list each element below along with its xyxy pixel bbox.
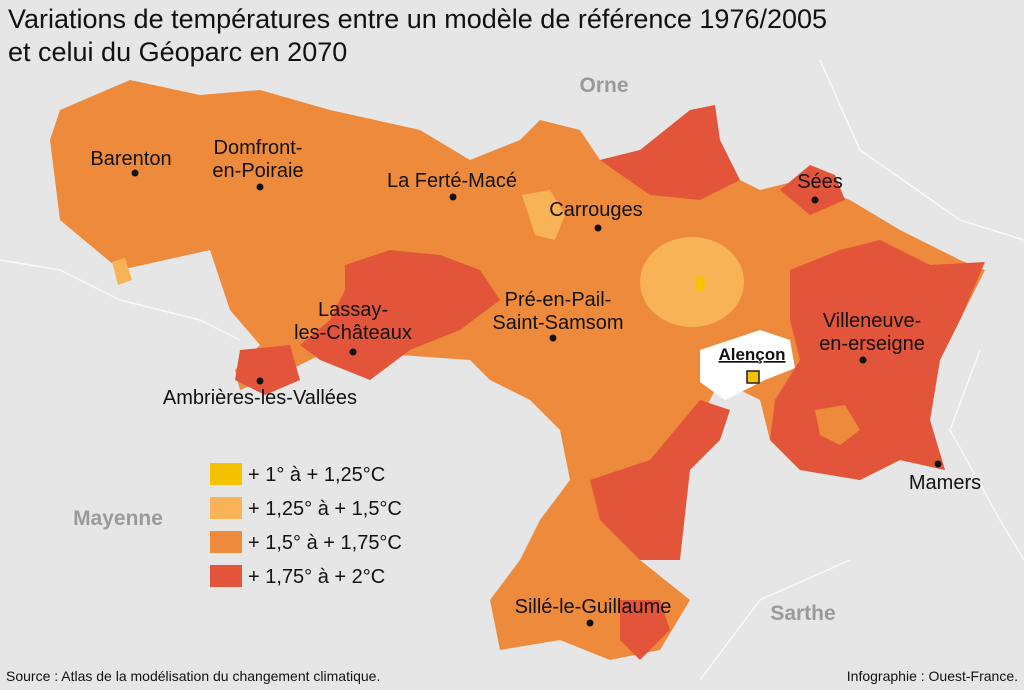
zone — [815, 405, 860, 445]
town-label: Barenton — [90, 148, 171, 170]
town-label: les-Châteaux — [294, 322, 412, 344]
zone — [620, 600, 670, 660]
town-marker — [594, 224, 602, 232]
zone — [112, 258, 132, 285]
town-label: Sées — [797, 171, 843, 193]
town-label: Mamers — [909, 472, 981, 494]
legend-label: + 1,25° à + 1,5°C — [248, 498, 402, 520]
town-marker — [131, 169, 139, 177]
legend-swatch — [210, 463, 242, 485]
town-marker — [746, 370, 760, 384]
town-marker — [934, 460, 942, 468]
legend: + 1° à + 1,25°C + 1,25° à + 1,5°C + 1,5° à… — [210, 463, 402, 588]
town-marker — [549, 334, 557, 342]
town-marker — [256, 377, 264, 385]
town-label: Domfront- — [214, 137, 303, 159]
town-marker — [586, 619, 594, 627]
town-label: La Ferté-Macé — [387, 170, 517, 192]
town-label: Sillé-le-Guillaume — [515, 596, 672, 618]
legend-label: + 1° à + 1,25°C — [248, 464, 385, 486]
town-label: Alençon — [718, 345, 785, 364]
zone — [695, 276, 705, 292]
town-marker — [449, 193, 457, 201]
town-marker — [256, 183, 264, 191]
zone — [590, 400, 730, 560]
urban-area — [700, 330, 795, 400]
zone — [600, 105, 740, 200]
zone — [50, 80, 985, 660]
town-label: en-Poiraie — [212, 160, 303, 182]
department-label: Mayenne — [73, 507, 163, 530]
department-label: Sarthe — [770, 602, 835, 625]
legend-label: + 1,75° à + 2°C — [248, 566, 385, 588]
town-label: Pré-en-Pail- — [505, 289, 612, 311]
town-label: en-erseigne — [819, 333, 925, 355]
department-label: Orne — [579, 74, 628, 97]
zone — [640, 237, 744, 327]
department-border — [0, 59, 1024, 681]
source: Source : Atlas de la modélisation du cha… — [6, 668, 380, 684]
legend-swatch — [210, 497, 242, 519]
zone — [235, 345, 300, 395]
zone — [780, 165, 845, 215]
legend-swatch — [210, 531, 242, 553]
towns: Barenton Domfront-en-Poiraie La Ferté-Macé… — [90, 137, 981, 627]
zone — [522, 190, 565, 240]
town-label: Ambrières-les-Vallées — [163, 387, 357, 409]
town-label: Lassay- — [318, 299, 388, 321]
town-label: Saint-Samsom — [492, 312, 623, 334]
town-marker — [349, 348, 357, 356]
zone — [300, 250, 500, 380]
legend-swatch — [210, 565, 242, 587]
credit: Infographie : Ouest-France. — [847, 668, 1018, 684]
town-marker — [859, 356, 867, 364]
title: et celui du Géoparc en 2070 — [8, 37, 347, 67]
town-marker — [811, 196, 819, 204]
town-label: Villeneuve- — [823, 310, 922, 332]
town-label: Carrouges — [549, 199, 642, 221]
legend-label: + 1,5° à + 1,75°C — [248, 532, 402, 554]
title: Variations de températures entre un modè… — [8, 4, 827, 34]
